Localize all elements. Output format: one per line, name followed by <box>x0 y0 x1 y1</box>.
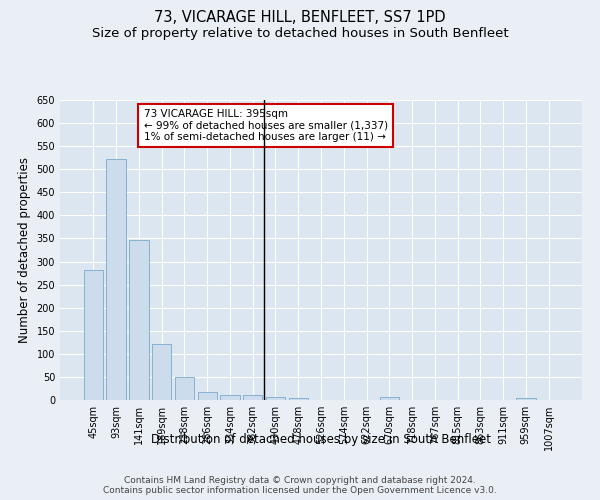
Bar <box>289 398 308 400</box>
Bar <box>175 378 194 400</box>
Bar <box>516 398 536 400</box>
Bar <box>380 397 399 400</box>
Bar <box>84 270 103 400</box>
Bar <box>243 395 262 400</box>
Text: Distribution of detached houses by size in South Benfleet: Distribution of detached houses by size … <box>151 432 491 446</box>
Bar <box>197 392 217 400</box>
Y-axis label: Number of detached properties: Number of detached properties <box>18 157 31 343</box>
Text: Contains HM Land Registry data © Crown copyright and database right 2024.
Contai: Contains HM Land Registry data © Crown c… <box>103 476 497 495</box>
Text: Size of property relative to detached houses in South Benfleet: Size of property relative to detached ho… <box>92 28 508 40</box>
Bar <box>152 344 172 400</box>
Bar <box>129 240 149 400</box>
Text: 73, VICARAGE HILL, BENFLEET, SS7 1PD: 73, VICARAGE HILL, BENFLEET, SS7 1PD <box>154 10 446 25</box>
Text: 73 VICARAGE HILL: 395sqm
← 99% of detached houses are smaller (1,337)
1% of semi: 73 VICARAGE HILL: 395sqm ← 99% of detach… <box>143 109 388 142</box>
Bar <box>220 395 239 400</box>
Bar <box>266 397 285 400</box>
Bar <box>106 159 126 400</box>
